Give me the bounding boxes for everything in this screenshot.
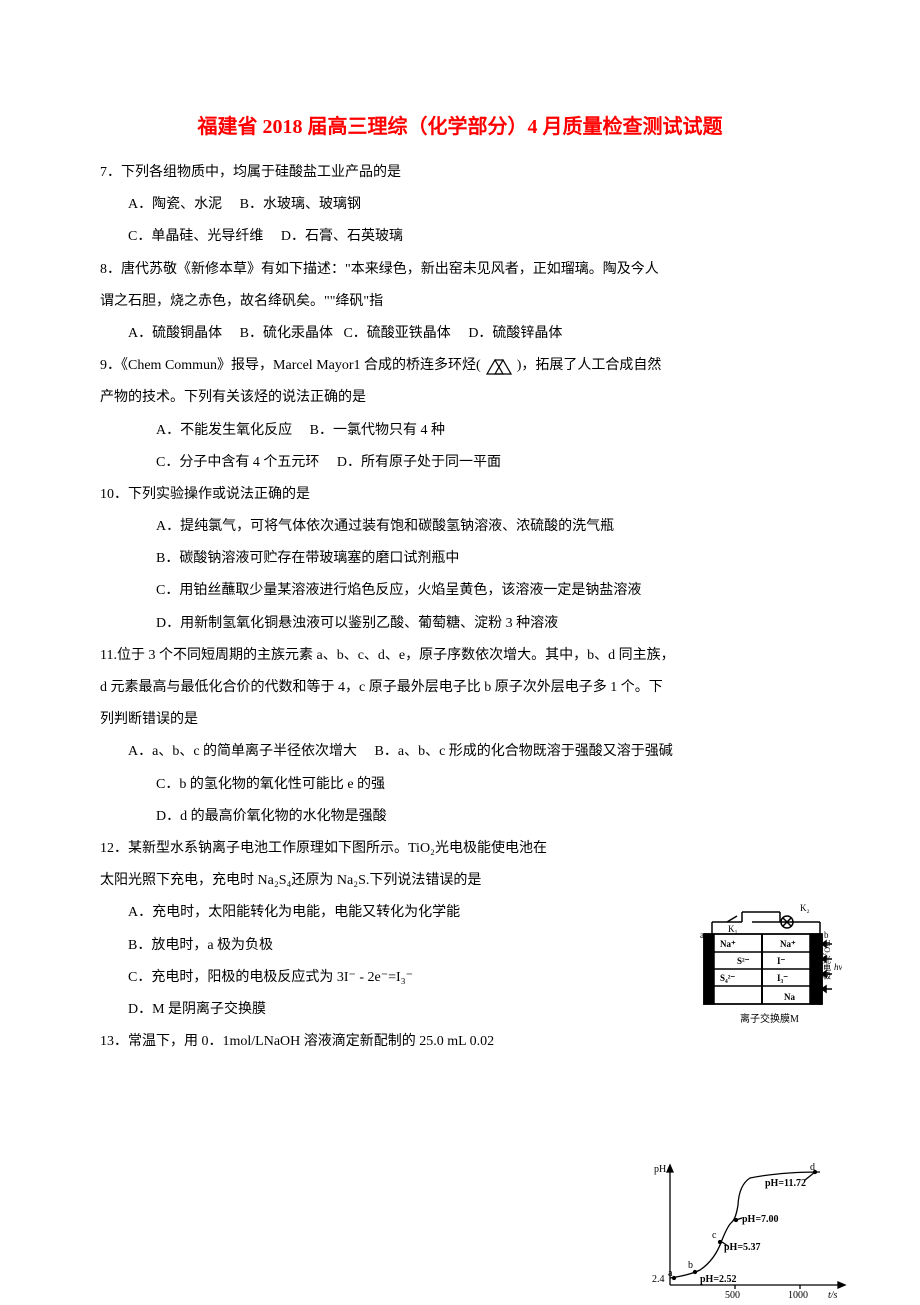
q8-opt-b: B．硫化汞晶体 [240,326,333,341]
i3-label: I₃⁻ [777,973,788,983]
q7-opt-d: D．石膏、石英玻璃 [281,229,403,244]
q9-stem-line1: 9．《Chem Commun》报导，Marcel Mayor1 合成的桥连多环烃… [100,350,820,382]
q9-opt-c: C．分子中含有 4 个五元环 [156,455,319,470]
question-9: 9．《Chem Commun》报导，Marcel Mayor1 合成的桥连多环烃… [100,350,820,479]
na-plus-label-right: Na⁺ [780,939,796,949]
pt-d-label: d [810,1162,815,1173]
q11-stem-line2: d 元素最高与最低化合价的代数和等于 4，c 原子最外层电子比 b 原子次外层电… [100,672,820,704]
question-11: 11.位于 3 个不同短周期的主族元素 a、b、c、d、e，原子序数依次增大。其… [100,640,820,833]
exam-page: 福建省 2018 届高三理综（化学部分）4 月质量检查测试试题 7．下列各组物质… [0,0,920,1098]
q8-options-line: A．硫酸铜晶体 B．硫化汞晶体 C．硫酸亚铁晶体 D．硫酸锌晶体 [100,318,820,350]
q11-stem-line3: 列判断错误的是 [100,704,820,736]
exam-title: 福建省 2018 届高三理综（化学部分）4 月质量检查测试试题 [100,110,820,139]
q12-stem-line2: 太阳光照下充电，充电时 Na₂S₄还原为 Na₂S.下列说法错误的是 [100,865,820,897]
i-label: I⁻ [777,956,786,966]
na-label: Na [784,992,795,1002]
question-10: 10．下列实验操作或说法正确的是 A．提纯氯气，可将气体依次通过装有饱和碳酸氢钠… [100,479,820,640]
pt-c-label: c [712,1230,717,1241]
xtick-500: 500 [725,1290,740,1300]
q11-options-line1: A．a、b、c 的简单离子半径依次增大 B．a、b、c 形成的化合物既溶于强酸又… [100,736,820,768]
pt-7-ph: pH=7.00 [742,1214,779,1225]
q7-opt-c: C．单晶硅、光导纤维 [128,229,263,244]
q10-stem: 10．下列实验操作或说法正确的是 [100,479,820,511]
q7-options-line2: C．单晶硅、光导纤维 D．石膏、石英玻璃 [100,221,820,253]
pt-a-label: a [668,1268,673,1279]
titration-curve-chart: pH 500 1000 t/s 2.4 a b pH= [650,1160,850,1300]
q9-stem-line2: 产物的技术。下列有关该烃的说法正确的是 [100,382,820,414]
battery-diagram: K₁ K₂ a b [692,904,842,1032]
q8-opt-c: C．硫酸亚铁晶体 [343,326,450,341]
xlabel: t/s [828,1290,838,1300]
b-label: b [824,930,829,940]
q10-opt-a: A．提纯氯气，可将气体依次通过装有饱和碳酸氢钠溶液、浓硫酸的洗气瓶 [100,511,820,543]
membrane-label: 离子交换膜M [740,1012,799,1025]
question-7: 7．下列各组物质中，均属于硅酸盐工业产品的是 A．陶瓷、水泥 B．水玻璃、玻璃钢… [100,157,820,254]
q8-stem-line1: 8．唐代苏敬《新修本草》有如下描述："本来绿色，新出窑未见风者，正如瑠璃。陶及今… [100,254,820,286]
q9-opt-d: D．所有原子处于同一平面 [337,455,501,470]
q11-stem-line1: 11.位于 3 个不同短周期的主族元素 a、b、c、d、e，原子序数依次增大。其… [100,640,820,672]
s2-label: S²⁻ [737,956,750,966]
q8-opt-a: A．硫酸铜晶体 [128,326,222,341]
k1-label: K₁ [728,924,738,934]
bridged-hydrocarbon-icon [481,354,517,378]
q9-opt-b: B．一氯代物只有 4 种 [310,423,445,438]
pt-c-ph: pH=5.37 [724,1242,761,1253]
pt-d-ph: pH=11.72 [765,1178,806,1189]
electrode-label: TiO₂光电极 [823,940,832,980]
k2-label: K₂ [800,904,810,913]
q9-options-line2: C．分子中含有 4 个五元环 D．所有原子处于同一平面 [100,447,820,479]
ymin-tick: 2.4 [652,1274,665,1285]
q8-stem-line2: 谓之石胆，烧之赤色，故名绛矾矣。""绛矾"指 [100,286,820,318]
q11-opt-d: D．d 的最高价氧化物的水化物是强酸 [100,801,820,833]
q11-opt-c: C．b 的氢化物的氧化性可能比 e 的强 [100,769,820,801]
q11-opt-a: A．a、b、c 的简单离子半径依次增大 [128,744,357,759]
q10-opt-b: B．碳酸钠溶液可贮存在带玻璃塞的磨口试剂瓶中 [100,543,820,575]
q7-opt-a: A．陶瓷、水泥 [128,197,222,212]
q12-stem-line1: 12．某新型水系钠离子电池工作原理如下图所示。TiO₂光电极能使电池在 [100,833,820,865]
q9-options-line1: A．不能发生氧化反应 B．一氯代物只有 4 种 [100,415,820,447]
hv-label: hv [834,962,842,972]
q11-opt-b: B．a、b、c 形成的化合物既溶于强酸又溶于强碱 [375,744,673,759]
q7-stem: 7．下列各组物质中，均属于硅酸盐工业产品的是 [100,157,820,189]
s4-label: S₄²⁻ [720,973,735,983]
q10-opt-d: D．用新制氢氧化铜悬浊液可以鉴别乙酸、葡萄糖、淀粉 3 种溶液 [100,608,820,640]
na-plus-label-left: Na⁺ [720,939,736,949]
q9-stem-1b: )，拓展了人工合成自然 [517,358,662,373]
q8-opt-d: D．硫酸锌晶体 [468,326,562,341]
q9-stem-1a: 9．《Chem Commun》报导，Marcel Mayor1 合成的桥连多环烃… [100,358,481,373]
ylabel: pH [654,1164,666,1175]
question-8: 8．唐代苏敬《新修本草》有如下描述："本来绿色，新出窑未见风者，正如瑠璃。陶及今… [100,254,820,351]
pt-b-label: b [688,1260,693,1271]
xtick-1000: 1000 [788,1290,808,1300]
q10-opt-c: C．用铂丝蘸取少量某溶液进行焰色反应，火焰呈黄色，该溶液一定是钠盐溶液 [100,575,820,607]
pt-b-ph: pH=2.52 [700,1274,737,1285]
q9-opt-a: A．不能发生氧化反应 [156,423,292,438]
q7-options-line1: A．陶瓷、水泥 B．水玻璃、玻璃钢 [100,189,820,221]
q7-opt-b: B．水玻璃、玻璃钢 [240,197,361,212]
